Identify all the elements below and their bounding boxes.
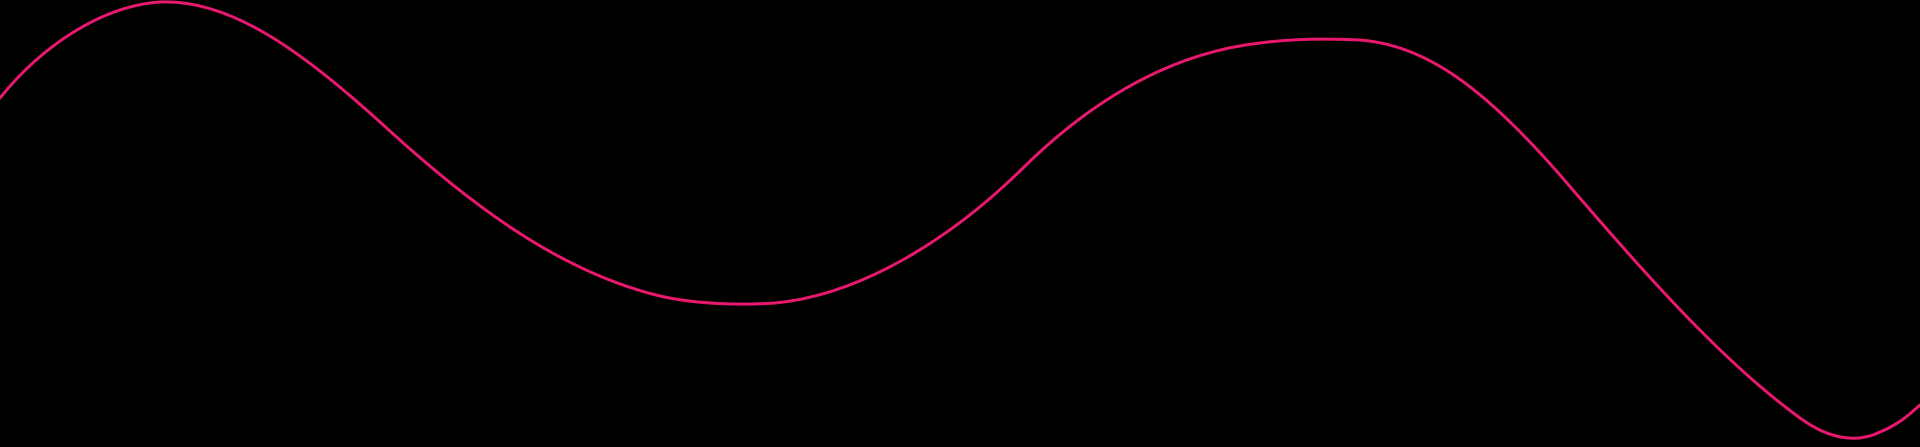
plot-canvas — [0, 0, 1920, 440]
line-series-sine-wave — [0, 0, 1920, 440]
series-layer — [0, 0, 1920, 440]
chart-svg — [0, 0, 1920, 440]
